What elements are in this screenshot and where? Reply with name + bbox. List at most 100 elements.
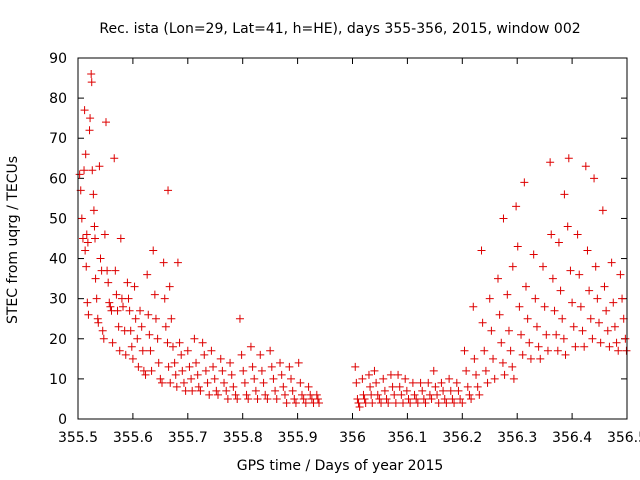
data-point: [568, 298, 577, 307]
x-tick-label: 355.6: [113, 430, 153, 446]
data-point: [315, 398, 324, 407]
data-point: [297, 390, 306, 399]
data-point: [609, 298, 618, 307]
data-point: [187, 374, 196, 383]
data-point: [550, 306, 559, 315]
data-point: [412, 394, 421, 403]
data-point: [165, 282, 174, 291]
x-tick-label: 355.7: [168, 430, 208, 446]
data-point: [178, 366, 187, 375]
data-point: [89, 190, 98, 199]
data-point: [124, 294, 133, 303]
data-point: [160, 294, 169, 303]
data-point: [394, 370, 403, 379]
data-point: [179, 378, 188, 387]
data-point: [115, 346, 124, 355]
data-point: [364, 370, 373, 379]
data-point: [88, 166, 97, 175]
data-point: [251, 386, 260, 395]
data-point: [141, 370, 150, 379]
data-point: [246, 342, 255, 351]
y-tick-label: 90: [49, 51, 67, 67]
data-point: [226, 358, 235, 367]
y-tick-label: 80: [49, 91, 67, 107]
data-point: [431, 382, 440, 391]
data-point: [517, 330, 526, 339]
data-point: [366, 382, 375, 391]
data-point: [483, 378, 492, 387]
data-point: [200, 350, 209, 359]
data-point: [82, 262, 91, 271]
data-point: [445, 374, 454, 383]
data-point: [285, 362, 294, 371]
data-point: [442, 398, 451, 407]
data-point: [481, 366, 490, 375]
data-point: [618, 294, 627, 303]
data-point: [144, 310, 153, 319]
plot-frame: [77, 57, 628, 420]
data-point: [143, 270, 152, 279]
data-point: [172, 382, 181, 391]
data-point: [473, 382, 482, 391]
data-point: [256, 350, 265, 359]
data-point: [354, 398, 363, 407]
data-point: [164, 362, 173, 371]
data-point: [114, 322, 123, 331]
data-point: [80, 166, 89, 175]
data-point: [429, 366, 438, 375]
x-tick-label: 356.4: [552, 430, 592, 446]
data-point: [379, 374, 388, 383]
data-point: [312, 390, 321, 399]
data-point: [470, 354, 479, 363]
data-point: [277, 370, 286, 379]
data-point: [401, 374, 410, 383]
data-point: [578, 326, 587, 335]
data-point: [591, 262, 600, 271]
data-point: [402, 386, 411, 395]
data-point: [223, 394, 232, 403]
data-point: [125, 306, 134, 315]
data-point: [237, 350, 246, 359]
data-point: [518, 350, 527, 359]
data-point: [531, 294, 540, 303]
data-point: [465, 390, 474, 399]
data-point: [359, 390, 368, 399]
y-tick-label: 10: [49, 372, 67, 388]
data-point: [404, 394, 413, 403]
data-point: [390, 390, 399, 399]
data-point: [520, 178, 529, 187]
data-point: [201, 366, 210, 375]
data-point: [559, 334, 568, 343]
data-point: [92, 294, 101, 303]
data-point: [450, 398, 459, 407]
data-point: [542, 330, 551, 339]
data-point: [153, 334, 162, 343]
data-point: [183, 346, 192, 355]
data-point: [86, 114, 95, 123]
y-tick-label: 40: [49, 252, 67, 268]
chart-title: Rec. ista (Lon=29, Lat=41, h=HE), days 3…: [99, 21, 580, 37]
data-point: [229, 382, 238, 391]
data-point: [478, 318, 487, 327]
data-point: [95, 162, 104, 171]
data-point: [212, 386, 221, 395]
data-point: [526, 354, 535, 363]
data-point: [498, 358, 507, 367]
data-point: [167, 314, 176, 323]
data-point: [472, 370, 481, 379]
data-point: [485, 294, 494, 303]
data-point: [130, 282, 139, 291]
data-point: [131, 314, 140, 323]
data-point: [170, 358, 179, 367]
data-point: [558, 314, 567, 323]
data-point: [448, 394, 457, 403]
data-point: [216, 354, 225, 363]
data-point: [151, 314, 160, 323]
data-point: [134, 362, 143, 371]
data-point: [139, 366, 148, 375]
data-point: [391, 398, 400, 407]
y-tick-label: 50: [49, 211, 67, 227]
data-point: [240, 378, 249, 387]
data-point: [410, 390, 419, 399]
data-point: [452, 378, 461, 387]
